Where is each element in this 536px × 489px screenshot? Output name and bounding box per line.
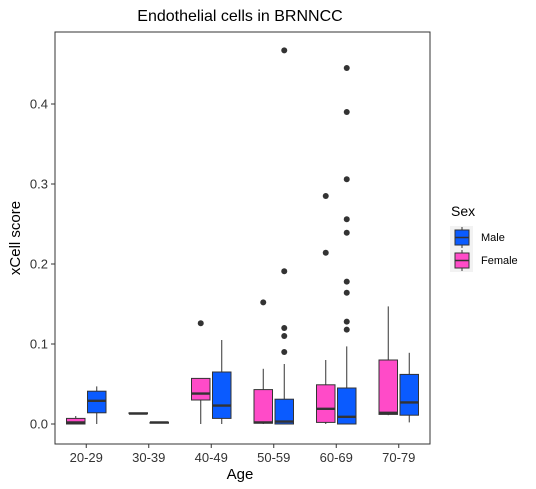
male-box-30-39	[149, 421, 169, 424]
x-tick-label: 40-49	[195, 450, 228, 465]
male-box-body	[337, 387, 357, 425]
male-outlier-point	[343, 289, 350, 296]
x-tick-label: 70-79	[382, 450, 415, 465]
female-box-60-69	[316, 193, 336, 424]
female-box-70-79	[378, 306, 398, 416]
male-outlier-point	[343, 216, 350, 223]
male-box-body	[87, 390, 107, 414]
male-outlier-point	[343, 318, 350, 325]
female-outlier-point	[197, 320, 204, 327]
male-outlier-point	[343, 176, 350, 183]
legend: Sex Male Female	[450, 203, 518, 272]
male-outlier-point	[343, 229, 350, 236]
male-outlier-point	[343, 65, 350, 71]
female-box-20-29	[66, 416, 86, 425]
male-outlier-point	[281, 349, 288, 355]
y-tick-label: 0.0	[30, 417, 48, 432]
plot-marks	[66, 47, 419, 425]
chart-title: Endothelial cells in BRNNCC	[137, 8, 342, 25]
female-box-30-39	[128, 412, 148, 415]
female-box-body	[378, 359, 398, 415]
y-tick-label: 0.2	[30, 257, 48, 272]
legend-title: Sex	[451, 203, 475, 219]
plot-panel-border	[54, 31, 431, 445]
y-axis-title: xCell score	[7, 201, 24, 275]
male-box-70-79	[399, 352, 419, 423]
female-box-body	[316, 384, 336, 423]
female-box-40-49	[191, 320, 211, 424]
male-box-60-69	[337, 65, 357, 425]
male-outlier-point	[343, 109, 350, 115]
x-axis: 20-29 30-39 40-49 50-59 60-69 70-79	[70, 444, 415, 465]
y-tick-label: 0.1	[30, 337, 48, 352]
female-outlier-point	[322, 249, 329, 256]
male-box-40-49	[212, 340, 232, 424]
x-tick-label: 60-69	[320, 450, 353, 465]
female-box-body	[253, 389, 273, 424]
x-tick-label: 50-59	[257, 450, 290, 465]
male-box-body	[399, 373, 419, 416]
male-box-body	[274, 398, 294, 425]
x-tick-label: 30-39	[132, 450, 165, 465]
y-tick-label: 0.4	[30, 97, 48, 112]
male-outlier-point	[281, 333, 288, 339]
male-outlier-point	[281, 268, 288, 275]
legend-label-male: Male	[481, 232, 505, 244]
female-outlier-point	[260, 299, 267, 306]
female-box-50-59	[253, 299, 273, 424]
male-box-body	[212, 371, 232, 419]
male-box-20-29	[87, 386, 107, 424]
male-box-50-59	[274, 47, 294, 425]
male-outlier-point	[343, 326, 350, 333]
y-tick-label: 0.3	[30, 177, 48, 192]
x-axis-title: Age	[227, 466, 254, 483]
legend-label-female: Female	[481, 255, 518, 267]
female-outlier-point	[322, 193, 329, 199]
male-outlier-point	[281, 325, 288, 331]
y-axis: 0.0 0.1 0.2 0.3 0.4	[30, 97, 55, 432]
female-box-body	[191, 377, 211, 401]
male-outlier-point	[343, 278, 350, 285]
male-outlier-point	[281, 47, 288, 54]
x-tick-label: 20-29	[70, 450, 103, 465]
